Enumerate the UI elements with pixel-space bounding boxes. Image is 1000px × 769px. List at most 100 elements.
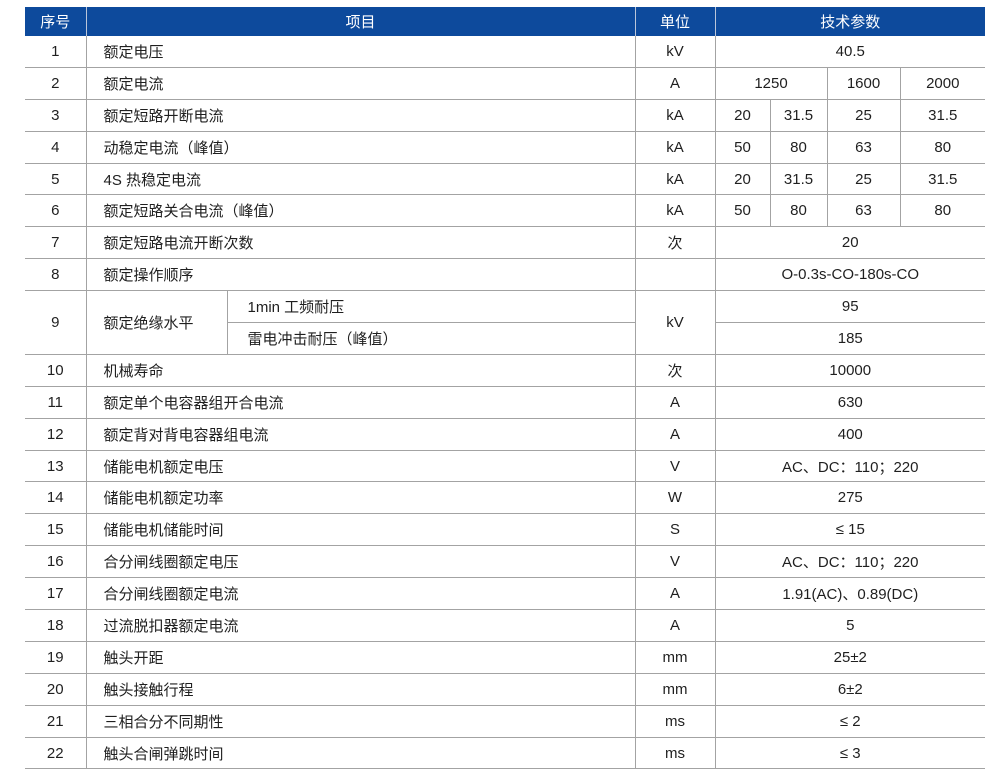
param-value-cell: 20: [714, 163, 771, 196]
table-row: 6 额定短路关合电流（峰值） kA 50 80 63 80: [25, 194, 986, 228]
param-value-cell: 31.5: [769, 163, 828, 196]
param-value-cell: O-0.3s-CO-180s-CO: [714, 258, 986, 292]
param-value-cell: 50: [714, 131, 771, 164]
param-value-cell: 1.91(AC)、0.89(DC): [714, 577, 986, 611]
table-row: 12 额定背对背电容器组电流 A 400: [25, 418, 986, 451]
item-cell: 合分闸线圈额定电流: [85, 577, 636, 611]
param-value-cell: ≤ 15: [714, 513, 986, 547]
table-row: 20 触头接触行程 mm 6±2: [25, 673, 986, 706]
param-value-cell: 25: [826, 99, 901, 132]
row-number-cell: 13: [25, 450, 86, 483]
param-value-cell: 275: [714, 481, 986, 515]
table-row: 17 合分闸线圈额定电流 A 1.91(AC)、0.89(DC): [25, 577, 986, 611]
param-value-cell: 1250: [714, 67, 828, 100]
param-value-cell: 80: [899, 131, 986, 164]
row-number-cell: 3: [25, 99, 86, 132]
unit-cell: kA: [634, 99, 716, 132]
item-cell: 储能电机额定电压: [85, 450, 636, 483]
table-row: 10 机械寿命 次 10000: [25, 354, 986, 387]
param-value-cell: AC、DC：110；220: [714, 450, 986, 483]
unit-cell: A: [634, 418, 716, 451]
item-cell: 触头开距: [85, 641, 636, 674]
item-cell: 额定电流: [85, 67, 636, 100]
unit-cell: V: [634, 545, 716, 579]
item-cell: 合分闸线圈额定电压: [85, 545, 636, 579]
unit-cell: kA: [634, 194, 716, 228]
param-value-cell: AC、DC：110；220: [714, 545, 986, 579]
row-number-cell: 22: [25, 737, 86, 769]
param-value-cell: 630: [714, 386, 986, 419]
table-row: 15 储能电机储能时间 S ≤ 15: [25, 513, 986, 547]
row-number-cell: 19: [25, 641, 86, 674]
row-number-cell: 14: [25, 481, 86, 515]
header-no: 序号: [25, 7, 86, 36]
param-value-cell: 80: [899, 194, 986, 228]
param-value-cell: 10000: [714, 354, 986, 387]
row-number-cell: 10: [25, 354, 86, 387]
row-number-cell: 4: [25, 131, 86, 164]
row-number-cell: 15: [25, 513, 86, 547]
table-row: 22 触头合闸弹跳时间 ms ≤ 3: [25, 737, 986, 769]
row-number-cell: 1: [25, 36, 86, 68]
item-cell: 储能电机储能时间: [85, 513, 636, 547]
row-number-cell: 2: [25, 67, 86, 100]
technical-parameters-table: 序号 项目 单位 技术参数 1 额定电压 kV 40.5 2 额定电流 A 12…: [25, 7, 986, 769]
header-params: 技术参数: [714, 7, 986, 36]
unit-cell: kA: [634, 163, 716, 196]
unit-cell: A: [634, 386, 716, 419]
item-cell: 额定短路电流开断次数: [85, 226, 636, 260]
table-row: 3 额定短路开断电流 kA 20 31.5 25 31.5: [25, 99, 986, 132]
unit-cell: A: [634, 609, 716, 642]
item-cell: 额定操作顺序: [85, 258, 636, 292]
unit-cell: kV: [634, 290, 716, 355]
param-value-cell: 31.5: [769, 99, 828, 132]
param-value-cell: 20: [714, 99, 771, 132]
unit-cell: 次: [634, 226, 716, 260]
table-row: 5 4S 热稳定电流 kA 20 31.5 25 31.5: [25, 163, 986, 196]
table-row: 7 额定短路电流开断次数 次 20: [25, 226, 986, 260]
param-value-cell: ≤ 3: [714, 737, 986, 769]
row-number-cell: 8: [25, 258, 86, 292]
row-number-cell: 5: [25, 163, 86, 196]
table-row: 1 额定电压 kV 40.5: [25, 36, 986, 68]
row-number-cell: 17: [25, 577, 86, 611]
param-value-cell: 400: [714, 418, 986, 451]
item-cell: 三相合分不同期性: [85, 705, 636, 738]
table-row: 4 动稳定电流（峰值） kA 50 80 63 80: [25, 131, 986, 164]
unit-cell: S: [634, 513, 716, 547]
row-number-cell: 18: [25, 609, 86, 642]
param-value-cell: 31.5: [899, 163, 986, 196]
header-unit: 单位: [634, 7, 716, 36]
param-value-cell: 80: [769, 131, 828, 164]
row-number-cell: 12: [25, 418, 86, 451]
param-value-cell: 63: [826, 194, 901, 228]
param-value-cell: ≤ 2: [714, 705, 986, 738]
unit-cell: 次: [634, 354, 716, 387]
row-number-cell: 16: [25, 545, 86, 579]
row-number-cell: 11: [25, 386, 86, 419]
item-cell: 机械寿命: [85, 354, 636, 387]
param-value-cell: 95: [714, 290, 986, 324]
item-cell: 储能电机额定功率: [85, 481, 636, 515]
table-row: 13 储能电机额定电压 V AC、DC：110；220: [25, 450, 986, 483]
param-value-cell: 40.5: [714, 36, 986, 68]
header-item: 项目: [85, 7, 636, 36]
param-value-cell: 50: [714, 194, 771, 228]
item-cell: 额定背对背电容器组电流: [85, 418, 636, 451]
param-value-cell: 31.5: [899, 99, 986, 132]
param-value-cell: 25: [826, 163, 901, 196]
table-row: 14 储能电机额定功率 W 275: [25, 481, 986, 515]
item-cell: 触头合闸弹跳时间: [85, 737, 636, 769]
unit-cell: ms: [634, 737, 716, 769]
item-cell: 过流脱扣器额定电流: [85, 609, 636, 642]
item-cell: 动稳定电流（峰值）: [85, 131, 636, 164]
param-value-cell: 25±2: [714, 641, 986, 674]
row-number-cell: 21: [25, 705, 86, 738]
param-value-cell: 63: [826, 131, 901, 164]
table-row: 8 额定操作顺序 O-0.3s-CO-180s-CO: [25, 258, 986, 292]
table-sub-row: 雷电冲击耐压（峰值） 185: [25, 322, 986, 355]
param-value-cell: 5: [714, 609, 986, 642]
unit-cell: kA: [634, 131, 716, 164]
row-number-cell: 6: [25, 194, 86, 228]
unit-cell: [634, 258, 716, 292]
